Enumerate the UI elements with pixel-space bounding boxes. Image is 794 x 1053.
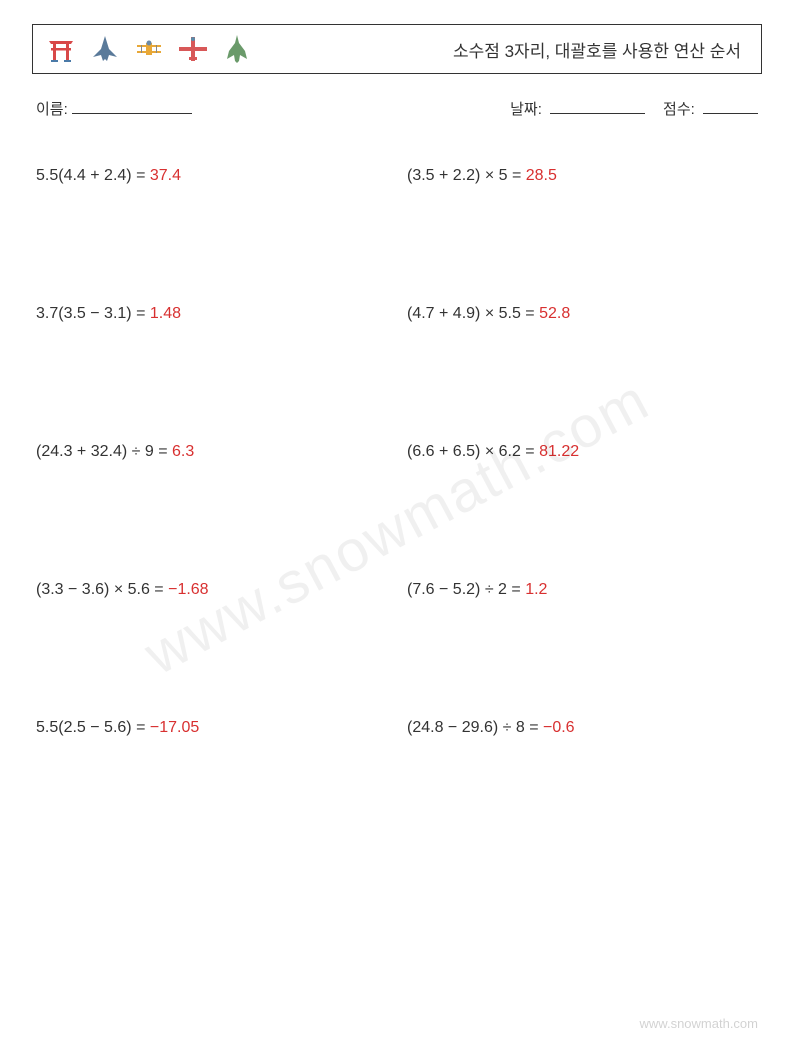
problem-item: (24.8 − 29.6) ÷ 8 = −0.6: [407, 719, 758, 737]
problem-answer: −1.68: [168, 581, 208, 598]
problem-expr: (7.6 − 5.2) ÷ 2 =: [407, 581, 525, 598]
score-label: 점수:: [663, 101, 695, 118]
problem-answer: 52.8: [539, 305, 570, 322]
problem-answer: 1.2: [525, 581, 547, 598]
problem-item: (4.7 + 4.9) × 5.5 = 52.8: [407, 305, 758, 323]
fighter-jet-icon: [221, 33, 253, 65]
problem-item: (3.5 + 2.2) × 5 = 28.5: [407, 167, 758, 185]
problem-item: (6.6 + 6.5) × 6.2 = 81.22: [407, 443, 758, 461]
footer-url: www.snowmath.com: [640, 1016, 758, 1031]
problem-expr: 5.5(2.5 − 5.6) =: [36, 719, 150, 736]
problem-expr: (24.8 − 29.6) ÷ 8 =: [407, 719, 543, 736]
problem-item: (7.6 − 5.2) ÷ 2 = 1.2: [407, 581, 758, 599]
score-field: 점수:: [663, 98, 758, 119]
name-blank: [72, 113, 192, 114]
worksheet-title: 소수점 3자리, 대괄호를 사용한 연산 순서: [453, 37, 749, 62]
problem-item: (3.3 − 3.6) × 5.6 = −1.68: [36, 581, 387, 599]
problem-expr: (4.7 + 4.9) × 5.5 =: [407, 305, 539, 322]
biplane-icon: [133, 33, 165, 65]
plane-icon: [177, 33, 209, 65]
date-field: 날짜:: [510, 98, 645, 119]
problem-answer: 37.4: [150, 167, 181, 184]
problem-answer: 6.3: [172, 443, 194, 460]
problem-answer: −17.05: [150, 719, 199, 736]
problem-answer: 1.48: [150, 305, 181, 322]
header-box: 소수점 3자리, 대괄호를 사용한 연산 순서: [32, 24, 762, 74]
problem-expr: (6.6 + 6.5) × 6.2 =: [407, 443, 539, 460]
problems-grid: 5.5(4.4 + 2.4) = 37.4 (3.5 + 2.2) × 5 = …: [32, 167, 762, 737]
problem-expr: (3.3 − 3.6) × 5.6 =: [36, 581, 168, 598]
date-blank: [550, 113, 645, 114]
problem-item: 5.5(4.4 + 2.4) = 37.4: [36, 167, 387, 185]
meta-row: 이름: 날짜: 점수:: [32, 98, 762, 119]
problem-item: 5.5(2.5 − 5.6) = −17.05: [36, 719, 387, 737]
problem-expr: 3.7(3.5 − 3.1) =: [36, 305, 150, 322]
problem-expr: 5.5(4.4 + 2.4) =: [36, 167, 150, 184]
problem-expr: (3.5 + 2.2) × 5 =: [407, 167, 526, 184]
date-label: 날짜:: [510, 101, 542, 118]
torii-gate-icon: [45, 33, 77, 65]
name-field: 이름:: [36, 98, 192, 119]
problem-expr: (24.3 + 32.4) ÷ 9 =: [36, 443, 172, 460]
jet1-icon: [89, 33, 121, 65]
score-blank: [703, 113, 758, 114]
problem-answer: 81.22: [539, 443, 579, 460]
problem-item: 3.7(3.5 − 3.1) = 1.48: [36, 305, 387, 323]
problem-answer: −0.6: [543, 719, 575, 736]
name-label: 이름:: [36, 98, 68, 119]
header-icons: [45, 33, 253, 65]
problem-answer: 28.5: [526, 167, 557, 184]
problem-item: (24.3 + 32.4) ÷ 9 = 6.3: [36, 443, 387, 461]
